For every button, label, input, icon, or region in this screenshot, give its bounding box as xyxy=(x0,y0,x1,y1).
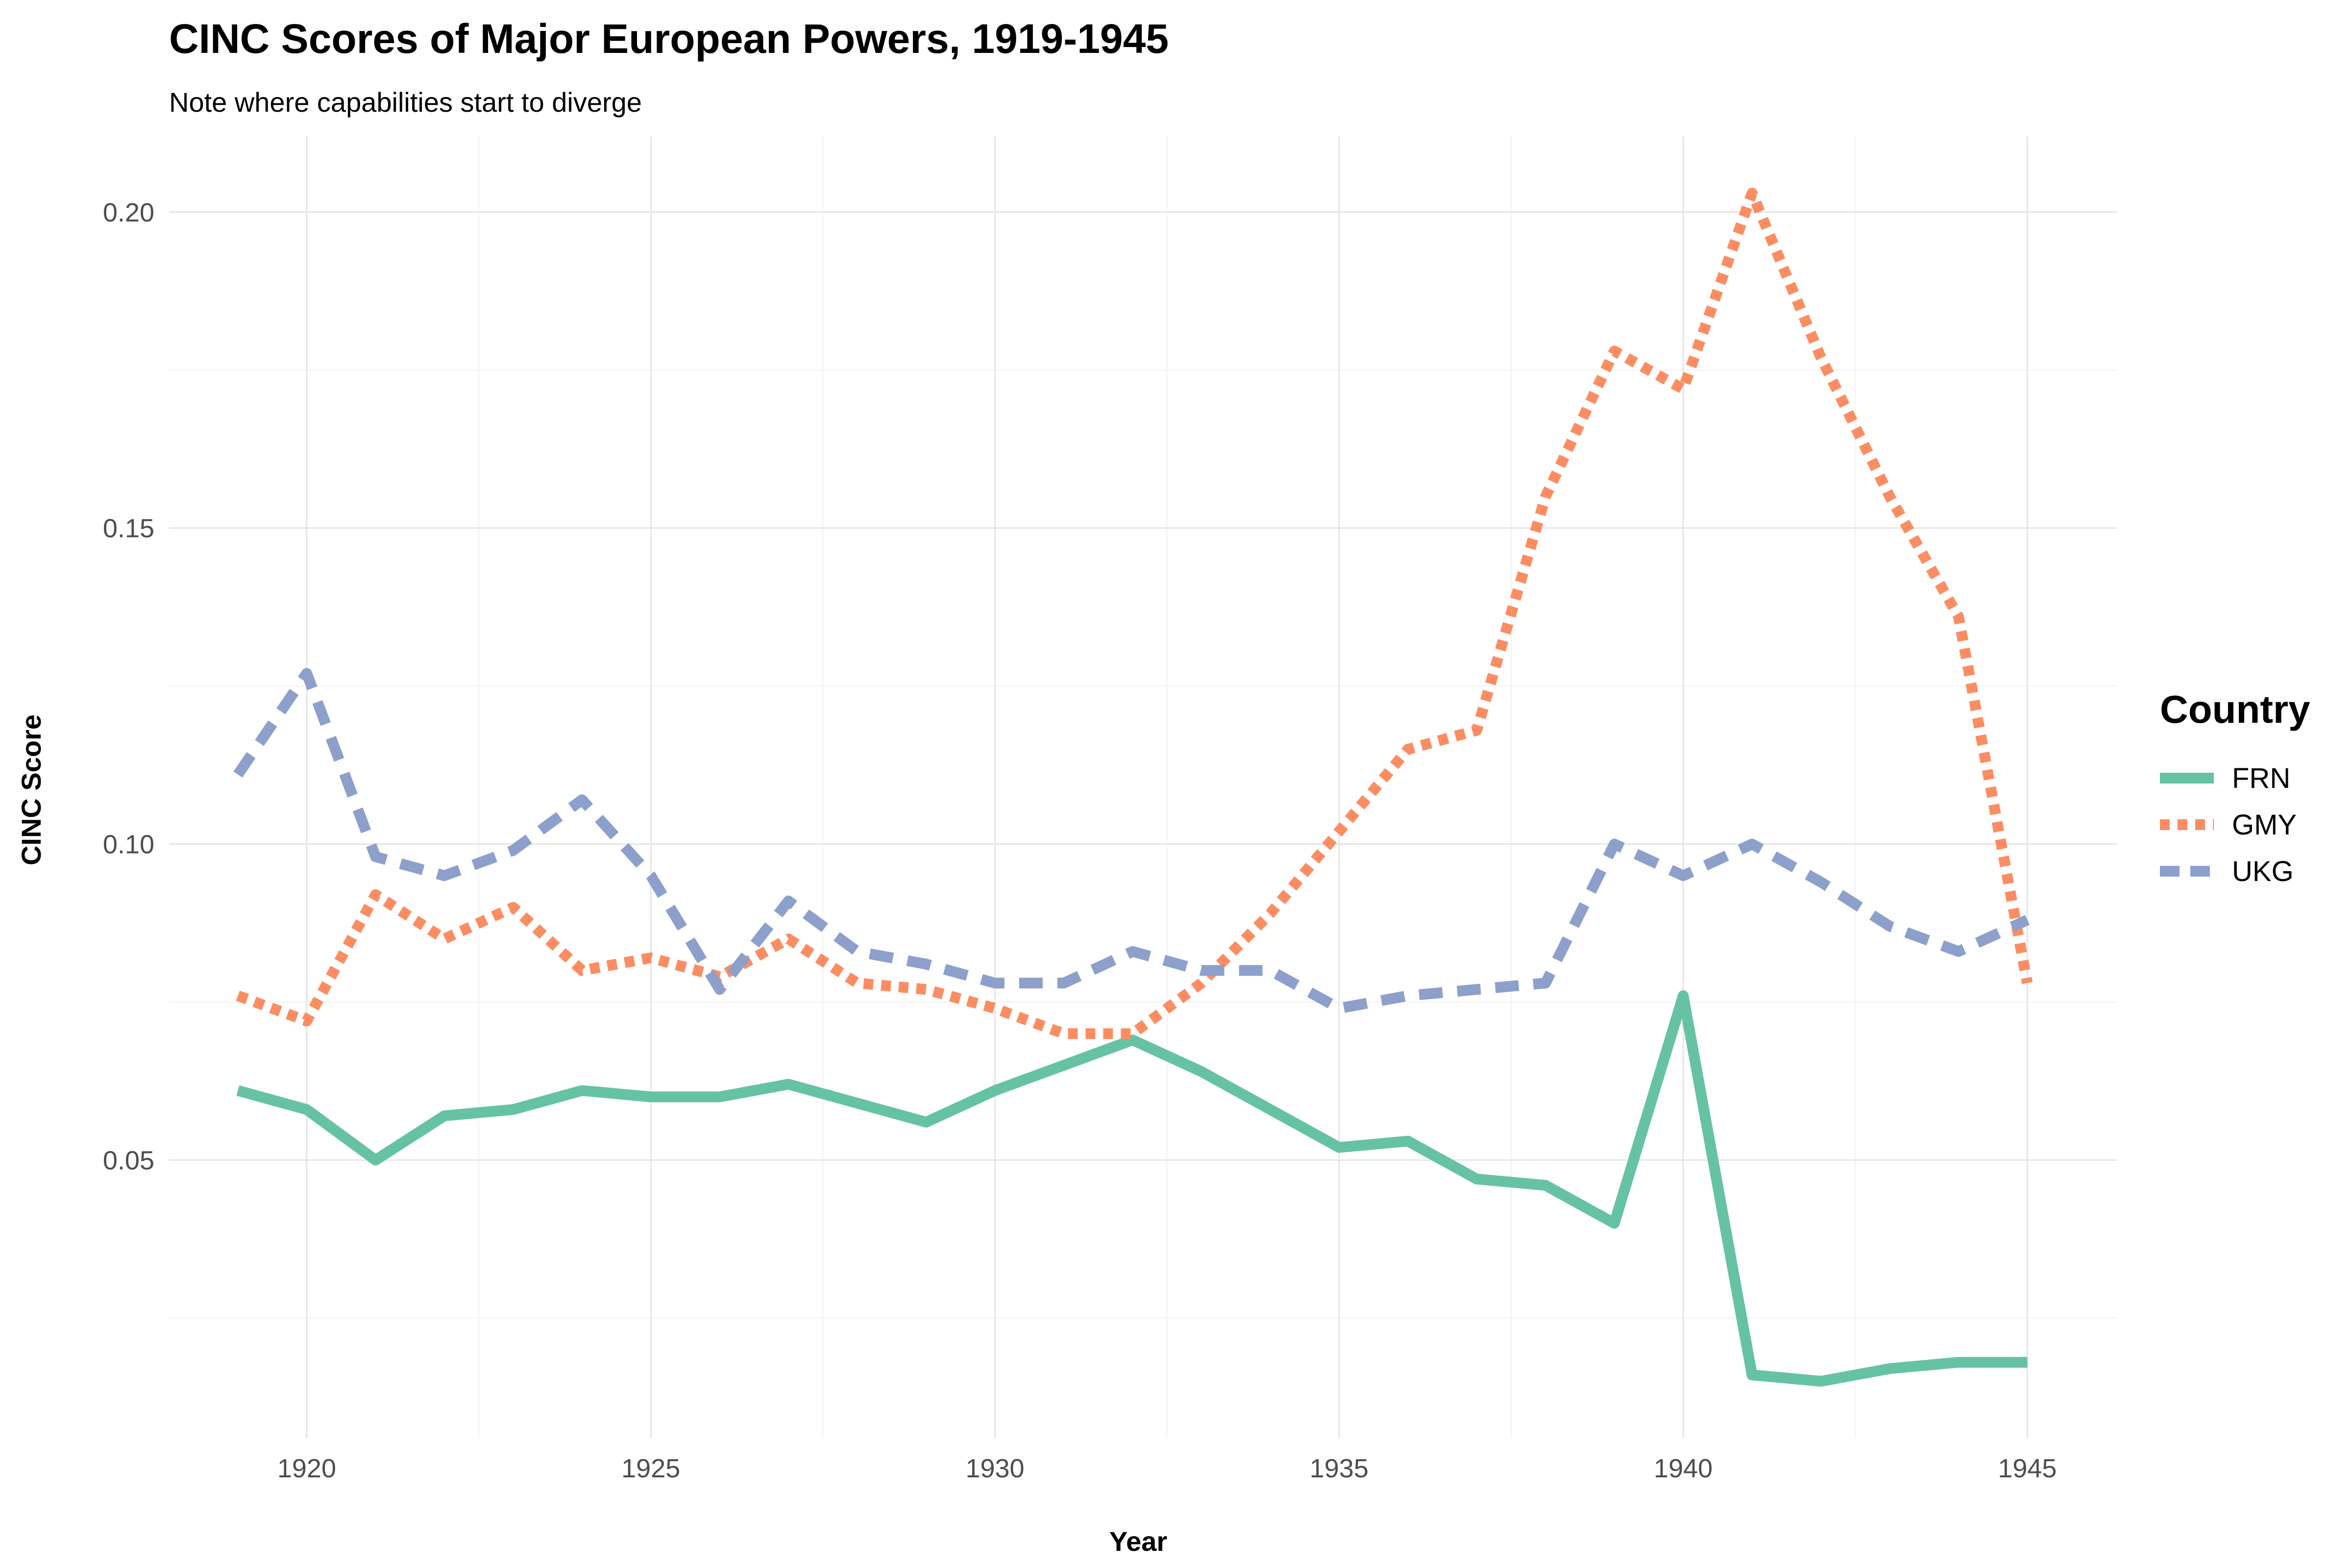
x-tick-label: 1940 xyxy=(1654,1454,1713,1483)
x-tick-label: 1920 xyxy=(277,1454,336,1483)
y-tick-label: 0.05 xyxy=(103,1146,154,1175)
legend-items: FRN GMY UKG xyxy=(2160,762,2297,887)
y-axis-title: CINC Score xyxy=(16,714,47,865)
grid-major xyxy=(169,136,2117,1438)
y-tick-labels: 0.05 0.10 0.15 0.20 xyxy=(103,198,154,1176)
chart-subtitle: Note where capabilities start to diverge xyxy=(169,87,642,118)
x-tick-label: 1925 xyxy=(621,1454,680,1483)
legend-title: Country xyxy=(2160,687,2310,731)
y-tick-label: 0.10 xyxy=(103,830,154,859)
series-line-ukg xyxy=(233,668,2030,1014)
grid-minor xyxy=(169,136,2117,1438)
y-tick-label: 0.15 xyxy=(103,514,154,543)
legend: Country FRN GMY UKG xyxy=(2160,687,2310,887)
x-tick-label: 1935 xyxy=(1310,1454,1369,1483)
x-tick-label: 1930 xyxy=(965,1454,1024,1483)
series-line-gmy xyxy=(236,188,2033,1039)
legend-label-gmy: GMY xyxy=(2232,809,2297,841)
series-line-frn xyxy=(236,990,2028,1387)
x-tick-label: 1945 xyxy=(1998,1454,2057,1483)
legend-label-ukg: UKG xyxy=(2232,856,2294,887)
y-tick-label: 0.20 xyxy=(103,198,154,227)
legend-label-frn: FRN xyxy=(2232,762,2290,794)
chart-title: CINC Scores of Major European Powers, 19… xyxy=(169,16,1169,62)
x-tick-labels: 1920 1925 1930 1935 1940 1945 xyxy=(277,1454,2057,1483)
x-axis-title: Year xyxy=(1109,1526,1167,1557)
series-lines xyxy=(233,188,2033,1387)
